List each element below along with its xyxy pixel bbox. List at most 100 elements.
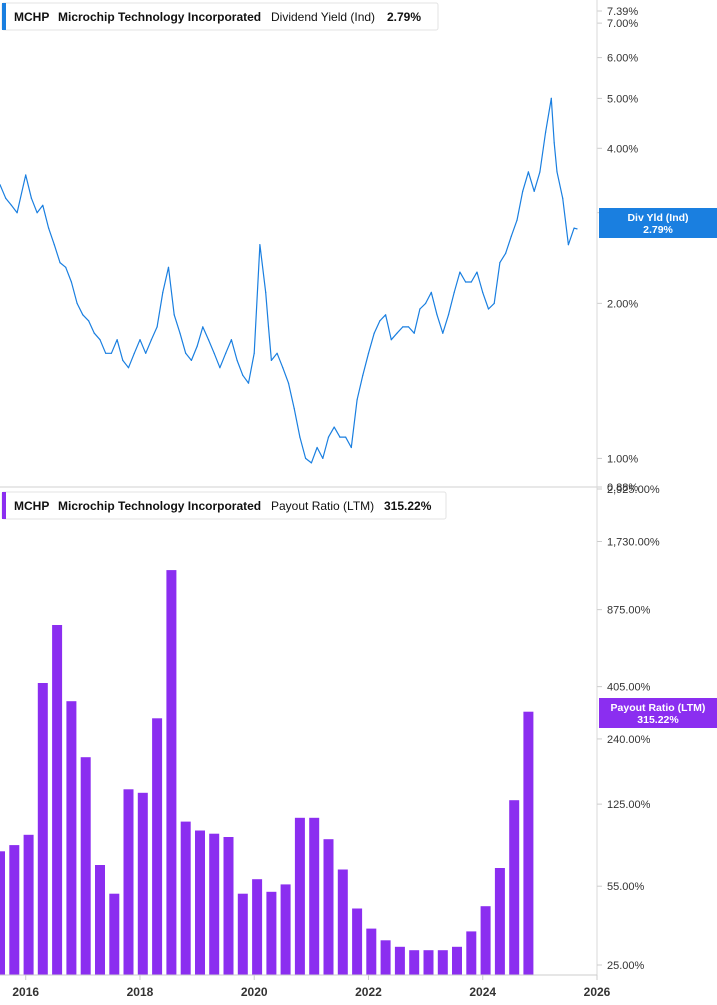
dividend-yield-point: [539, 171, 541, 173]
y-tick-label: 55.00%: [607, 881, 645, 893]
x-tick-label: 2016: [12, 985, 39, 999]
payout-ratio-bar: [409, 950, 420, 975]
dividend-yield-point: [173, 314, 175, 316]
dividend-yield-point: [556, 171, 558, 173]
dividend-yield-point: [516, 219, 518, 221]
dividend-yield-point: [270, 359, 272, 361]
dividend-yield-series-line: [0, 97, 578, 464]
dividend-yield-point: [53, 244, 55, 246]
y-tick-label: 2.00%: [607, 298, 638, 310]
payout-ratio-bar: [0, 851, 5, 975]
payout-ratio-bar: [509, 800, 520, 975]
payout-ratio-bar: [337, 869, 348, 975]
payout-ratio-bar: [123, 789, 134, 975]
dividend-yield-point: [576, 228, 578, 230]
dividend-yield-point: [373, 332, 375, 334]
payout-ratio-bar: [494, 868, 505, 975]
y-tick-label: 7.00%: [607, 18, 638, 30]
dividend-yield-point: [242, 374, 244, 376]
dividend-yield-y-axis: 7.39%7.00%6.00%5.00%4.00%3.00%2.00%1.00%…: [597, 6, 638, 494]
dividend-yield-point: [470, 281, 472, 283]
x-tick-label: 2024: [469, 985, 496, 999]
payout-ratio-legend: MCHP Microchip Technology Incorporated P…: [1, 491, 447, 520]
dividend-yield-point: [322, 457, 324, 459]
dividend-yield-point: [236, 359, 238, 361]
y-tick-label: 875.00%: [607, 605, 651, 617]
dividend-yield-point: [59, 262, 61, 264]
y-tick-label: 125.00%: [607, 799, 651, 811]
payout-ratio-bar: [280, 884, 291, 975]
payout-ratio-bar: [466, 931, 477, 975]
dividend-yield-point: [379, 320, 381, 322]
dividend-yield-point: [567, 244, 570, 246]
dividend-yield-point: [196, 345, 198, 347]
dividend-yield-point: [282, 367, 284, 369]
badge-background: [599, 698, 717, 728]
dividend-yield-point: [465, 281, 467, 283]
dividend-yield-point: [505, 252, 507, 254]
y-tick-label: 240.00%: [607, 734, 651, 746]
dividend-yield-point: [139, 339, 141, 341]
dividend-yield-point: [385, 314, 387, 316]
legend-swatch: [2, 492, 6, 519]
dividend-yield-point: [167, 266, 170, 268]
dividend-yield-point: [202, 326, 204, 328]
dividend-yield-point: [110, 352, 112, 354]
payout-ratio-bar: [80, 757, 91, 975]
y-tick-label: 1,730.00%: [607, 536, 660, 548]
dividend-yield-point: [265, 291, 267, 293]
payout-ratio-bar: [37, 683, 48, 975]
x-tick-label: 2022: [355, 985, 382, 999]
dividend-yield-point: [356, 399, 358, 401]
dividend-yield-point: [362, 374, 364, 376]
badge-label: Payout Ratio (LTM): [611, 702, 706, 714]
legend-metric: Dividend Yield (Ind): [271, 10, 375, 24]
dividend-yield-point: [293, 407, 295, 410]
dividend-yield-point: [562, 197, 564, 199]
y-tick-label: 6.00%: [607, 53, 638, 65]
dividend-yield-point: [493, 302, 495, 304]
badge-value: 2.79%: [643, 224, 673, 236]
dividend-yield-point: [287, 382, 290, 384]
dividend-yield-point: [207, 339, 210, 341]
legend-company: Microchip Technology Incorporated: [58, 499, 261, 513]
dividend-yield-point: [70, 281, 72, 283]
payout-ratio-bars: [0, 570, 534, 975]
badge-label: Div Yld (Ind): [627, 212, 688, 224]
payout-ratio-bar: [9, 845, 20, 975]
dividend-yield-point: [316, 446, 318, 449]
y-tick-label: 2,925.00%: [607, 484, 660, 496]
dividend-yield-point: [93, 332, 95, 334]
dividend-yield-point: [190, 359, 192, 361]
dividend-yield-point: [259, 244, 261, 246]
payout-ratio-bar: [152, 718, 163, 975]
dividend-yield-point: [150, 339, 152, 341]
dividend-yield-point: [48, 227, 50, 229]
dividend-yield-point: [345, 436, 347, 438]
dividend-yield-point: [333, 426, 335, 428]
dividend-yield-point: [213, 352, 215, 354]
dividend-yield-point: [99, 339, 101, 341]
dividend-yield-point: [16, 212, 18, 214]
dividend-yield-point: [247, 382, 250, 384]
payout-ratio-bar: [480, 906, 491, 975]
payout-ratio-bar: [523, 711, 534, 975]
dividend-yield-point: [533, 190, 535, 192]
payout-ratio-bar: [166, 570, 177, 975]
dividend-yield-point: [545, 131, 547, 133]
dividend-yield-point: [436, 314, 438, 316]
dividend-yield-line-group: [0, 97, 578, 464]
dividend-yield-point: [179, 332, 181, 334]
dividend-yield-point: [402, 326, 404, 328]
dividend-yield-point: [487, 308, 490, 310]
legend-company: Microchip Technology Incorporated: [58, 10, 261, 24]
payout-ratio-bar: [223, 837, 234, 975]
dividend-yield-point: [10, 204, 12, 206]
payout-ratio-bar: [452, 946, 462, 975]
dividend-yield-point: [419, 308, 421, 310]
x-axis: 2016 2018 2020 2022 2024 2026: [12, 975, 611, 999]
legend-ticker: MCHP: [14, 10, 49, 24]
dividend-yield-point: [407, 326, 410, 328]
dividend-yield-point: [88, 320, 90, 322]
legend-ticker: MCHP: [14, 499, 49, 513]
